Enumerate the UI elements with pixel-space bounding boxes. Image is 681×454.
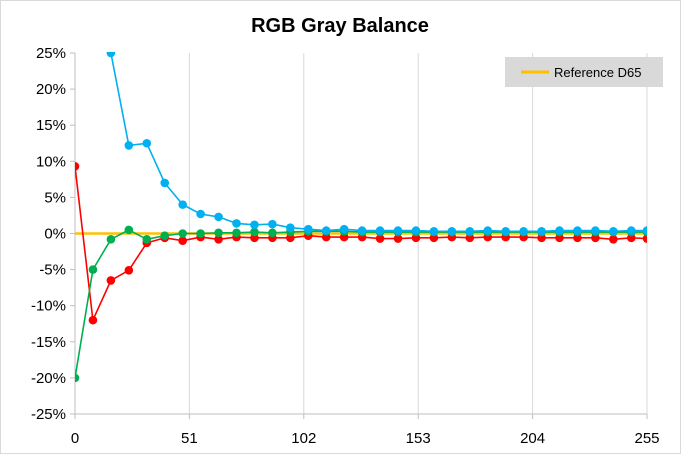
x-tick-label: 102 (291, 430, 316, 447)
blue-series-point (429, 227, 439, 236)
red-series-point (642, 234, 647, 243)
red-series-point (214, 234, 223, 244)
x-tick-label: 204 (520, 430, 545, 447)
green-series-point (268, 228, 277, 238)
red-series-point (609, 234, 618, 244)
blue-series-point (609, 227, 618, 236)
blue-series-point (124, 141, 134, 150)
blue-series-point (196, 209, 205, 219)
blue-series (106, 52, 647, 236)
red-series-point (106, 276, 116, 285)
green-series-point (124, 225, 134, 235)
y-tick-labels: -25% -20% -15% -10% -5% 0% 5% 10% 15% 20% 25% (31, 45, 66, 423)
green-series-point (178, 229, 187, 238)
plot-area (75, 52, 647, 383)
legend: Reference D65 (505, 57, 663, 87)
red-series-point (178, 236, 187, 246)
green-series-point (75, 373, 80, 383)
red-series-point (375, 234, 385, 243)
blue-series-point (519, 227, 528, 236)
blue-series-point (339, 224, 349, 234)
x-tick-label: 153 (406, 430, 431, 447)
y-tick-label: -5% (39, 262, 66, 279)
blue-series-point (250, 220, 259, 230)
red-series-point (124, 266, 134, 275)
green-series-point (142, 234, 152, 244)
green-series-point (214, 228, 223, 238)
green-series-point (106, 234, 116, 244)
green-series-point (196, 229, 205, 238)
green-series-point (232, 228, 241, 238)
green-series-point (250, 227, 259, 237)
y-tick-label: 25% (36, 45, 66, 62)
blue-series-point (375, 226, 385, 235)
blue-series-point (357, 226, 367, 235)
blue-series-point (286, 223, 295, 233)
blue-series-point (321, 226, 331, 235)
blue-series-point (626, 226, 636, 235)
blue-series-point (268, 219, 277, 229)
chart-title: RGB Gray Balance (251, 15, 429, 37)
blue-series-point (393, 226, 403, 235)
blue-series-point (106, 52, 116, 58)
y-tick-label: 15% (36, 117, 66, 134)
blue-series-point (465, 227, 475, 236)
y-tick-label: 20% (36, 81, 66, 98)
blue-series-point (483, 226, 493, 235)
blue-series-point (142, 138, 152, 148)
blue-series-point (232, 219, 241, 228)
x-tick-label: 255 (634, 430, 659, 447)
blue-series-point (303, 224, 313, 234)
blue-series-point (447, 227, 457, 236)
legend-label-reference: Reference D65 (554, 65, 641, 80)
red-series-point (88, 315, 98, 325)
y-tick-label: 0% (44, 226, 66, 243)
blue-series-point (160, 178, 170, 188)
y-tick-label: -20% (31, 370, 66, 387)
x-tick-labels: 0 51 102 153 204 255 (71, 430, 660, 447)
blue-series-point (411, 226, 421, 235)
blue-series-point (501, 227, 510, 236)
y-tick-label: -15% (31, 334, 66, 351)
y-tick-label: -25% (31, 406, 66, 423)
red-series-point (75, 162, 80, 171)
y-tick-label: -10% (31, 298, 66, 315)
red-series-point (393, 234, 403, 243)
blue-series-point (178, 200, 187, 209)
blue-series-point (555, 226, 564, 235)
blue-series-point (537, 227, 546, 236)
green-series-point (160, 231, 170, 240)
x-tick-label: 0 (71, 430, 79, 447)
y-tick-label: 5% (44, 189, 66, 206)
blue-series-point (214, 212, 223, 222)
green-series-point (88, 265, 98, 274)
y-tick-label: 10% (36, 153, 66, 170)
x-tick-label: 51 (181, 430, 198, 447)
blue-series-point (573, 226, 582, 235)
blue-series-point (642, 226, 647, 235)
blue-series-point (591, 226, 600, 235)
